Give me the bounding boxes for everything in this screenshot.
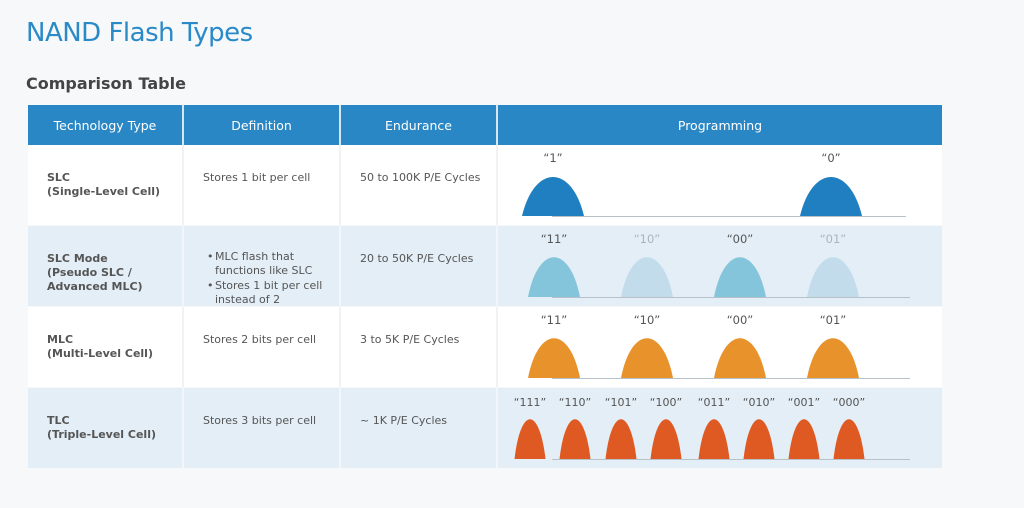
definition-cell: Stores 3 bits per cell — [184, 388, 341, 468]
endurance-cell: 20 to 50K P/E Cycles — [341, 226, 498, 306]
voltage-distribution-hump — [807, 338, 859, 378]
programming-cell: “11” “10” “00” “01” — [498, 226, 942, 306]
table-header: Technology Type Definition Endurance Pro… — [28, 105, 942, 145]
definition-text: Stores 1 bit per cell — [203, 171, 311, 184]
header-programming: Programming — [677, 117, 763, 133]
technology-name-line: SLC Mode — [47, 252, 108, 265]
definition-cell: Stores 1 bit per cell — [184, 145, 341, 225]
technology-name-line: (Multi-Level Cell) — [47, 347, 153, 360]
state-label: “001” — [788, 396, 820, 409]
voltage-distribution-hump — [605, 419, 637, 459]
voltage-distribution-hump — [650, 419, 682, 459]
voltage-distribution-hump — [621, 338, 673, 378]
technology-type-cell: MLC (Multi-Level Cell) — [28, 307, 184, 387]
voltage-distribution-hump — [522, 177, 584, 216]
state-label: “00” — [727, 232, 754, 246]
definition-bullet: MLC flash that functions like SLC — [207, 250, 339, 278]
voltage-distribution-hump — [743, 419, 775, 459]
programming-cell: “1” “0” — [498, 145, 942, 225]
technology-name-line: Advanced MLC) — [47, 280, 143, 293]
voltage-distribution-hump — [514, 419, 546, 459]
programming-cell: “111” “110” “101” “100” “011” “010” “001” “000” — [498, 388, 942, 468]
definition-cell: Stores 2 bits per cell — [184, 307, 341, 387]
state-label: “110” — [559, 396, 591, 409]
comparison-table: Technology Type Definition Endurance Pro… — [28, 105, 942, 468]
technology-name-line: MLC — [47, 333, 74, 346]
state-label: “10” — [634, 313, 661, 327]
page-title: NAND Flash Types — [26, 18, 253, 48]
voltage-distribution-hump — [714, 338, 766, 378]
technology-name-line: TLC — [47, 414, 70, 427]
header-definition: Definition — [184, 105, 341, 145]
voltage-distribution-hump — [788, 419, 820, 459]
technology-name-line: SLC — [47, 171, 71, 184]
voltage-distribution-hump — [528, 338, 580, 378]
state-label: “011” — [698, 396, 730, 409]
programming-cell: “11” “10” “00” “01” — [498, 307, 942, 387]
technology-type-cell: SLC (Single-Level Cell) — [28, 145, 184, 225]
table-row: MLC (Multi-Level Cell) Stores 2 bits per c… — [28, 307, 942, 387]
voltage-distribution-hump — [833, 419, 865, 459]
endurance-cell: 3 to 5K P/E Cycles — [341, 307, 498, 387]
state-label: “01” — [820, 313, 847, 327]
voltage-distribution-hump — [559, 419, 591, 459]
voltage-distribution-hump — [528, 257, 580, 297]
header-endurance: Endurance — [341, 105, 498, 145]
technology-name-line: (Triple-Level Cell) — [47, 428, 156, 441]
table-row: TLC (Triple-Level Cell) Stores 3 bits per … — [28, 388, 942, 468]
voltage-distribution-hump — [621, 257, 673, 297]
state-label: “10” — [634, 232, 661, 246]
voltage-distribution-hump — [698, 419, 730, 459]
header-technology-type: Technology Type — [28, 105, 184, 145]
state-label: “000” — [833, 396, 865, 409]
programming-diagram: “11” “10” “00” “01” — [528, 232, 910, 298]
state-label: “111” — [514, 396, 546, 409]
voltage-distribution-hump — [714, 257, 766, 297]
table-row: SLC Mode(Pseudo SLC /Advanced MLC)MLC fl… — [28, 226, 942, 306]
technology-type-cell: TLC (Triple-Level Cell) — [28, 388, 184, 468]
state-label: “101” — [605, 396, 637, 409]
state-label: “010” — [743, 396, 775, 409]
technology-name-line: (Pseudo SLC / — [47, 266, 132, 279]
voltage-distribution-hump — [807, 257, 859, 297]
state-label: “0” — [821, 151, 840, 165]
definition-text: Stores 3 bits per cell — [203, 414, 317, 427]
voltage-distribution-hump — [800, 177, 862, 216]
programming-diagram: “111” “110” “101” “100” “011” “010” “001” “000” — [514, 396, 910, 460]
definition-cell: MLC flash that functions like SLCStores … — [184, 226, 341, 306]
section-title: Comparison Table — [26, 74, 186, 93]
state-label: “00” — [727, 313, 754, 327]
state-label: “1” — [543, 151, 562, 165]
state-label: “11” — [541, 232, 568, 246]
technology-type-cell: SLC Mode (Pseudo SLC / Advanced MLC) — [28, 226, 184, 306]
definition-bullet: Stores 1 bit per cell instead of 2 — [207, 279, 339, 307]
definition-text: Stores 2 bits per cell — [203, 333, 317, 346]
technology-name-line: (Single-Level Cell) — [47, 185, 161, 198]
state-label: “11” — [541, 313, 568, 327]
table-row: SLC (Single-Level Cell) Stores 1 bit per c… — [28, 145, 942, 225]
endurance-cell: 50 to 100K P/E Cycles — [341, 145, 498, 225]
state-label: “01” — [820, 232, 847, 246]
programming-diagram: “11” “10” “00” “01” — [528, 313, 910, 379]
state-label: “100” — [650, 396, 682, 409]
programming-diagram: “1” “0” — [522, 151, 906, 217]
endurance-cell: ~ 1K P/E Cycles — [341, 388, 498, 468]
